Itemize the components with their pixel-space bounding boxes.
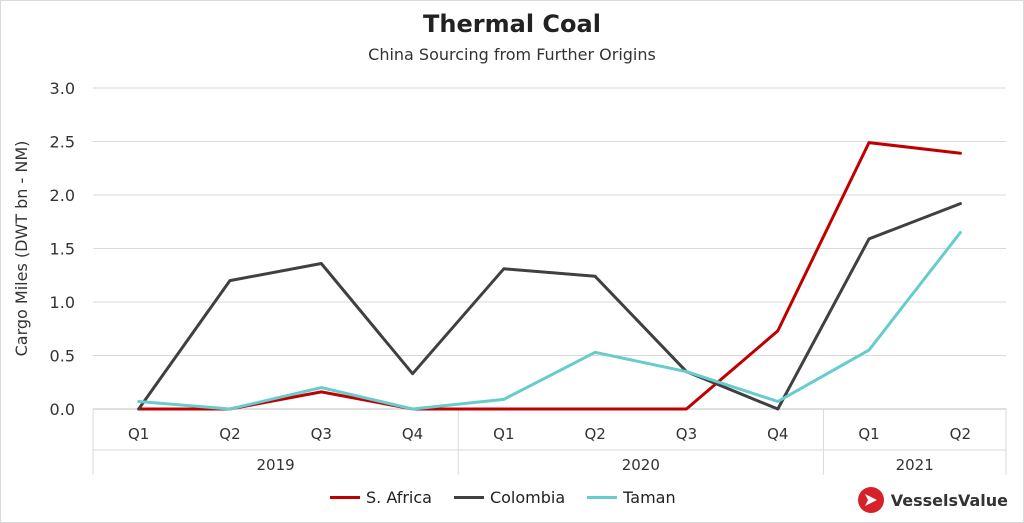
y-tick-label: 2.0 <box>50 186 75 205</box>
x-tick-label: Q2 <box>584 425 605 443</box>
legend-item-colombia: Colombia <box>453 487 566 507</box>
x-tick-label: Q3 <box>676 425 697 443</box>
legend-swatch-s-africa <box>330 495 360 499</box>
x-tick-label: Q2 <box>950 425 971 443</box>
brand-logo: VesselsValue <box>857 486 1008 514</box>
y-tick-label: 2.5 <box>50 133 75 152</box>
x-tick-label: Q2 <box>219 425 240 443</box>
x-tick-label: Q3 <box>311 425 332 443</box>
x-group-label: 2021 <box>896 456 934 474</box>
x-group-label: 2020 <box>622 456 660 474</box>
chart-legend: S. Africa Colombia Taman <box>330 485 676 509</box>
series-line-taman <box>137 231 962 411</box>
legend-swatch-colombia <box>453 495 484 499</box>
brand-name: VesselsValue <box>890 490 1008 510</box>
vesselsvalue-logo-icon <box>857 487 884 513</box>
y-tick-label: 1.0 <box>50 293 75 312</box>
legend-label-taman: Taman <box>623 487 676 507</box>
y-tick-label: 1.5 <box>50 240 75 259</box>
legend-swatch-taman <box>587 495 618 499</box>
y-tick-label: 3.0 <box>50 79 75 98</box>
chart-title: Thermal Coal <box>423 10 601 38</box>
y-axis-label: Cargo Miles (DWT bn - NM) <box>12 141 31 357</box>
series-line-s-africa <box>137 141 962 411</box>
legend-label-s-africa: S. Africa <box>366 487 432 507</box>
y-tick-label: 0.5 <box>50 347 75 366</box>
chart-subtitle: China Sourcing from Further Origins <box>368 45 656 64</box>
legend-label-colombia: Colombia <box>489 487 566 507</box>
legend-item-s-africa: S. Africa <box>330 488 432 507</box>
x-tick-label: Q1 <box>128 425 149 443</box>
series-line-colombia <box>137 202 962 411</box>
x-tick-label: Q1 <box>858 425 879 443</box>
x-tick-label: Q4 <box>402 425 423 443</box>
legend-item-taman: Taman <box>587 487 676 507</box>
y-tick-label: 0.0 <box>50 400 75 419</box>
x-tick-label: Q1 <box>493 425 514 443</box>
x-group-label: 2019 <box>257 456 295 474</box>
x-tick-label: Q4 <box>767 425 788 443</box>
